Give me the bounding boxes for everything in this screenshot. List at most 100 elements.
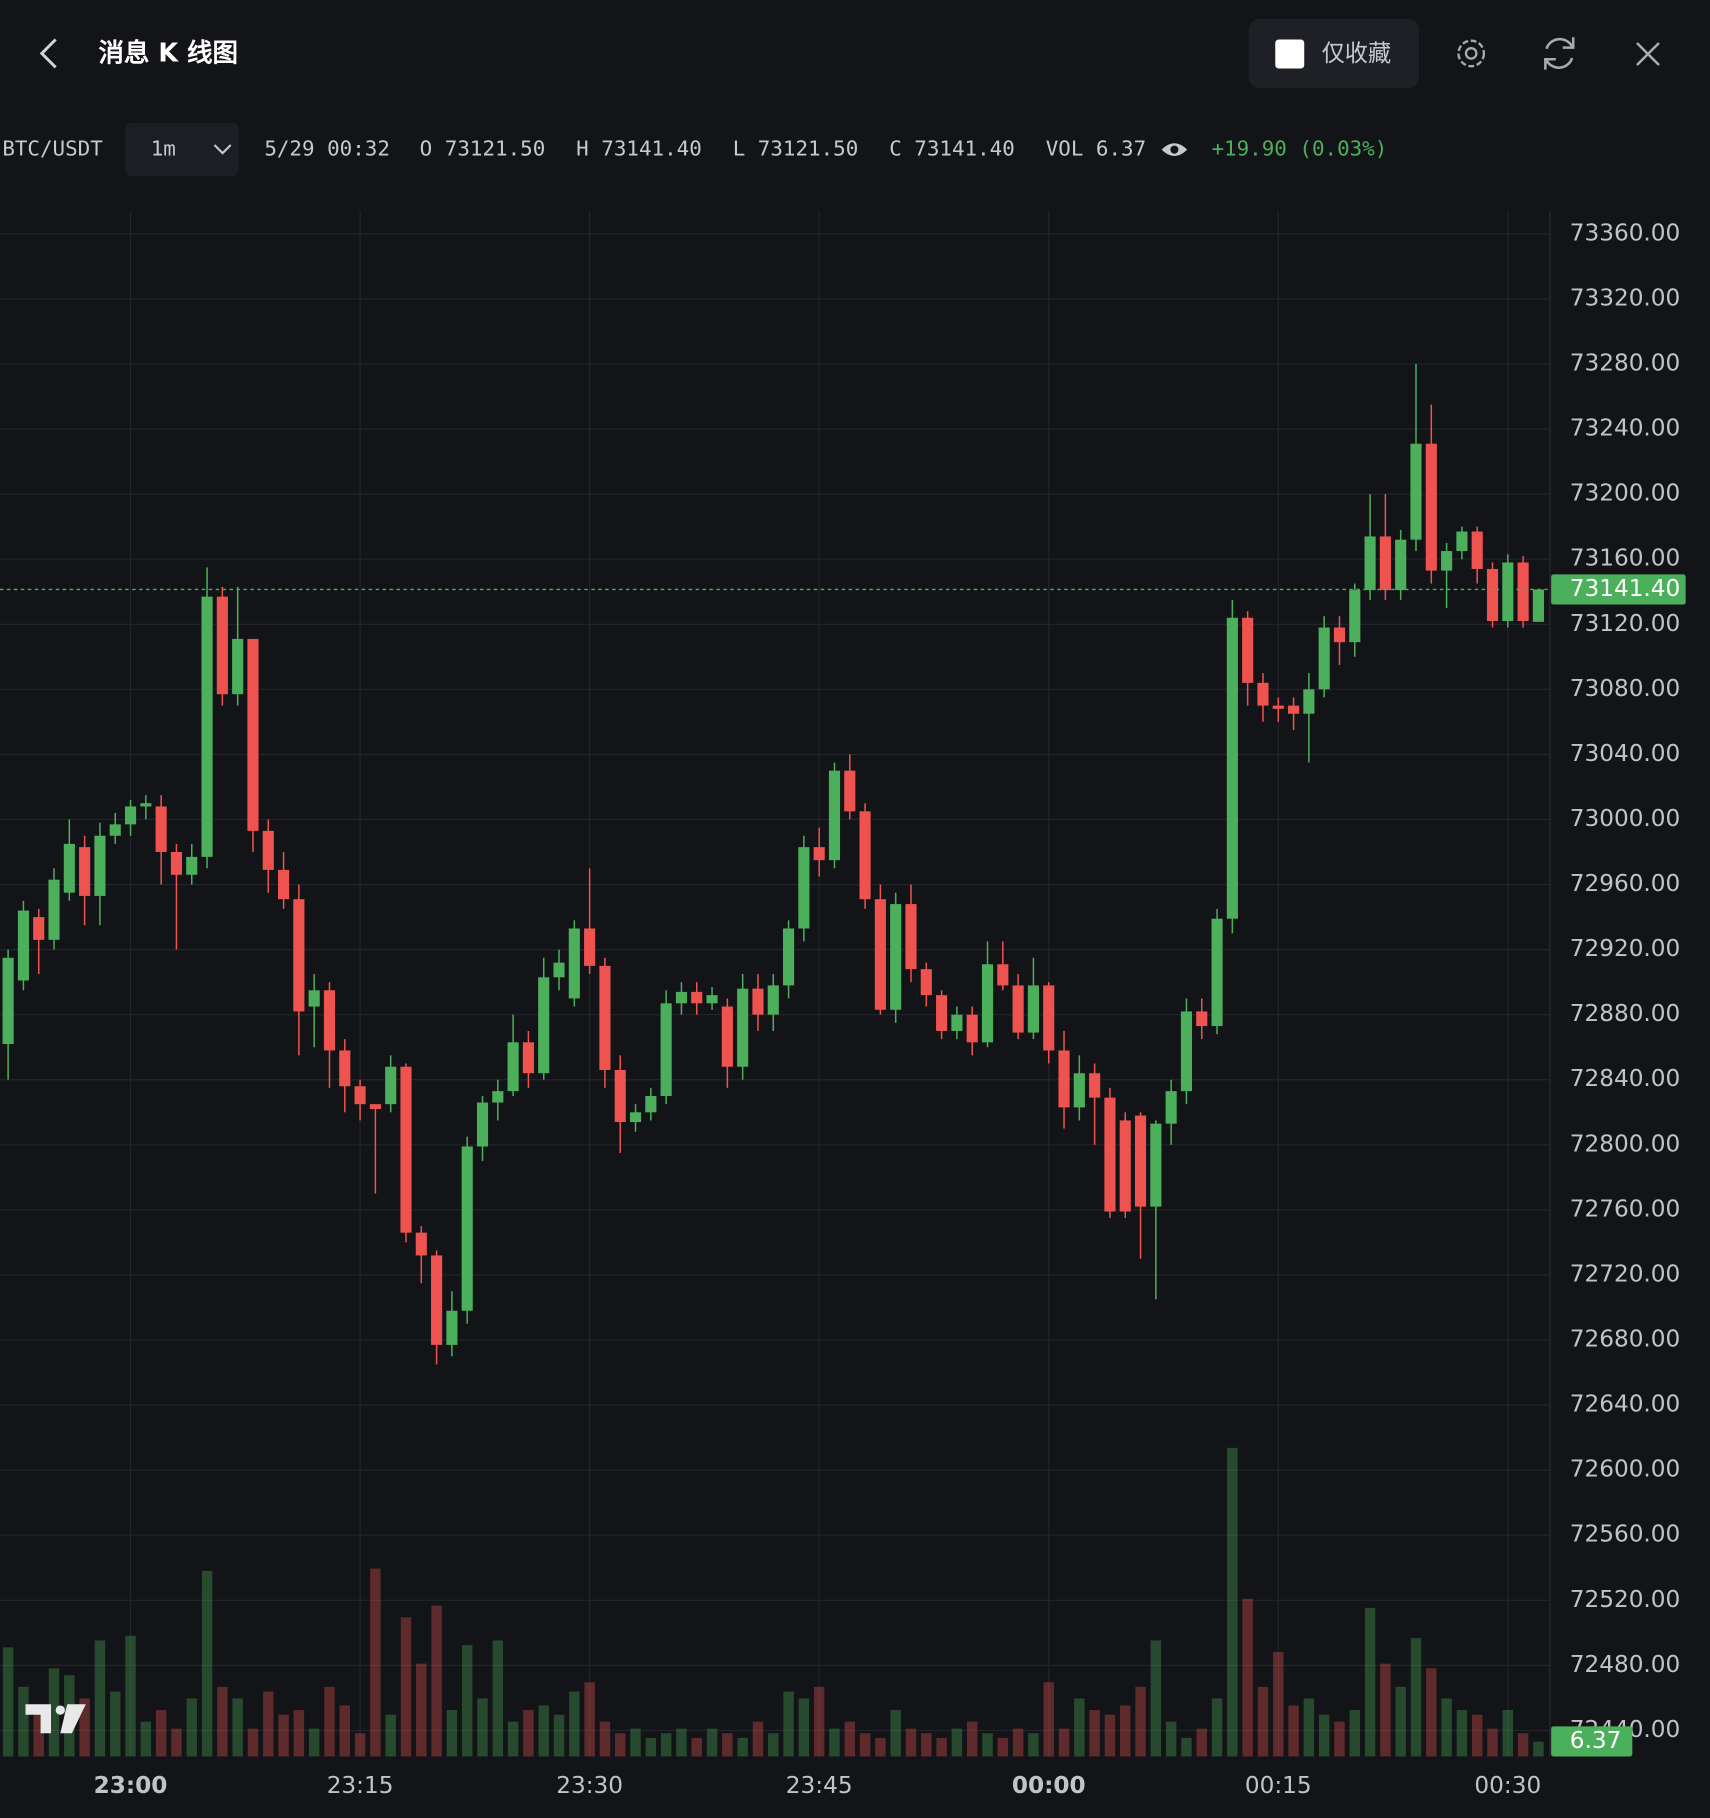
last-price-tag: [1551, 574, 1686, 605]
volume-bar: [523, 1710, 534, 1757]
candle-body: [538, 977, 550, 1074]
y-tick-label: 72840.00: [1570, 1065, 1681, 1092]
candle-body: [94, 835, 106, 896]
volume-bar: [370, 1568, 381, 1757]
volume-bar: [33, 1710, 44, 1757]
back-button[interactable]: [39, 38, 57, 69]
candle-body: [354, 1086, 366, 1105]
volume-bar: [1211, 1698, 1223, 1757]
candle-body: [1211, 918, 1223, 1027]
candle-body: [431, 1255, 443, 1345]
volume-bar: [308, 1728, 320, 1757]
candle-body: [1318, 627, 1330, 690]
candle-body: [522, 1042, 534, 1074]
info-volume: VOL 6.37: [1046, 137, 1146, 161]
interval-select[interactable]: [125, 122, 239, 177]
y-tick-label: 73080.00: [1570, 675, 1681, 702]
volume-bar: [1502, 1710, 1514, 1757]
candle-body: [1425, 443, 1437, 571]
volume-bar: [1181, 1737, 1192, 1757]
candle-body: [308, 990, 320, 1007]
volume-bar: [859, 1733, 871, 1757]
info-close: C 73141.40: [889, 137, 1015, 161]
y-tick-label: 72520.00: [1570, 1586, 1681, 1613]
y-tick-label: 72960.00: [1570, 870, 1681, 897]
volume-bar: [1349, 1710, 1361, 1757]
favorite-toggle[interactable]: [1248, 18, 1420, 89]
candle-body: [201, 596, 213, 857]
volume-bar: [1303, 1698, 1315, 1757]
volume-bar: [201, 1570, 213, 1757]
x-tick-label: 23:15: [327, 1772, 394, 1799]
candle-body: [1104, 1097, 1116, 1212]
x-tick-label: 00:30: [1474, 1772, 1541, 1799]
volume-bar: [1043, 1682, 1054, 1757]
volume-bar: [79, 1698, 90, 1757]
candle-body: [981, 964, 994, 1043]
candle-body: [124, 806, 137, 825]
volume-bar: [829, 1728, 840, 1757]
candle-body: [339, 1050, 351, 1087]
candle-body: [721, 1006, 733, 1067]
last-volume-tag: [1551, 1726, 1633, 1757]
info-change: +19.90 (0.03%): [1211, 137, 1387, 161]
y-tick-label: 72680.00: [1570, 1326, 1681, 1353]
candle-body: [1288, 705, 1300, 714]
candle-body: [874, 899, 886, 1010]
last-price-label: 73141.40: [1570, 575, 1681, 602]
checkbox[interactable]: [1275, 39, 1305, 69]
volume-bar: [890, 1710, 901, 1757]
volume-bar: [431, 1605, 442, 1757]
volume-bar: [1273, 1652, 1284, 1757]
candle-body: [798, 847, 810, 929]
candle-body: [1058, 1050, 1070, 1108]
candle-body: [859, 811, 871, 900]
candle-body: [767, 985, 779, 1015]
volume-bar: [140, 1721, 152, 1757]
volume-bar: [1533, 1741, 1544, 1757]
volume-bar: [921, 1733, 932, 1757]
volume-bar: [400, 1617, 412, 1757]
candle-body: [400, 1066, 412, 1233]
candle-body: [997, 964, 1009, 986]
candle-body: [1303, 689, 1315, 714]
candle-body: [966, 1014, 978, 1043]
candle-body: [783, 928, 795, 986]
candle-body: [17, 910, 29, 981]
tv-logo: [25, 1704, 86, 1734]
volume-bar: [1426, 1668, 1437, 1757]
candle-body: [507, 1042, 519, 1092]
candle-body: [645, 1096, 657, 1113]
volume-bar: [492, 1640, 504, 1757]
close-button[interactable]: [1636, 42, 1660, 66]
candle-body: [568, 928, 580, 999]
volume-bar: [752, 1721, 764, 1757]
volume-bar: [1120, 1705, 1131, 1757]
candle-body: [232, 638, 244, 695]
volume-bar: [232, 1698, 243, 1757]
volume-bar: [416, 1663, 427, 1757]
candle-body: [1226, 617, 1238, 919]
candle-body: [1180, 1011, 1193, 1092]
eye-icon[interactable]: [1161, 143, 1188, 157]
volume-bar: [507, 1721, 519, 1757]
candle-body: [369, 1104, 381, 1110]
refresh-button[interactable]: [1544, 37, 1575, 70]
volume-bar: [1242, 1598, 1253, 1757]
candle-body: [844, 770, 856, 812]
y-tick-label: 73200.00: [1570, 480, 1681, 507]
volume-bar: [599, 1721, 611, 1757]
volume-bar: [997, 1737, 1009, 1757]
volume-bar: [354, 1733, 366, 1757]
volume-bar: [385, 1714, 396, 1757]
candle-body: [415, 1232, 427, 1256]
volume-bar: [737, 1737, 748, 1757]
candle-body: [186, 856, 198, 875]
y-tick-label: 72800.00: [1570, 1130, 1681, 1157]
settings-button[interactable]: [1457, 39, 1486, 68]
y-tick-label: 72560.00: [1570, 1521, 1681, 1548]
candle-body: [905, 904, 917, 970]
candle-body: [951, 1014, 963, 1031]
